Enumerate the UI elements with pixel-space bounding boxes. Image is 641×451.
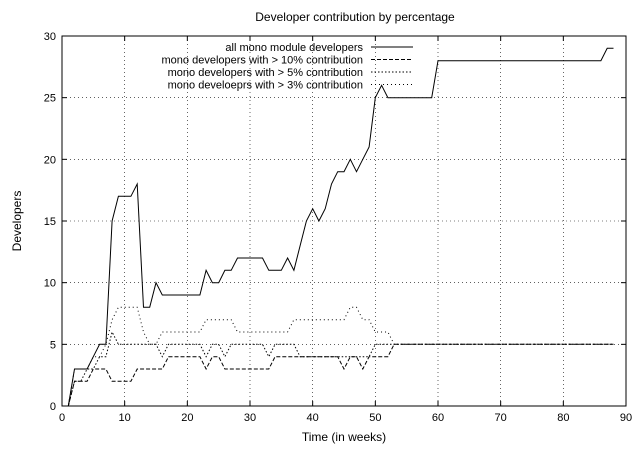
series-line-3 (62, 330, 614, 407)
series-lines (62, 47, 614, 407)
series-line-2 (62, 343, 614, 407)
x-axis-title: Time (in weeks) (302, 430, 386, 444)
y-tick-label: 20 (44, 154, 56, 166)
chart-title: Developer contribution by percentage (255, 10, 455, 24)
grid (62, 36, 626, 406)
x-tick-label: 30 (244, 412, 256, 424)
x-tick-label: 60 (432, 412, 444, 424)
y-tick-label: 30 (44, 31, 56, 43)
legend-label-3: mono developers with > 5% contribution (168, 67, 363, 79)
series-line-4 (62, 306, 614, 407)
x-tick-label: 50 (369, 412, 381, 424)
x-tick-label: 0 (59, 412, 65, 424)
y-axis-title: Developers (10, 191, 24, 252)
x-tick-label: 70 (495, 412, 507, 424)
legend-label-2: mono developers with > 10% contribution (162, 55, 363, 67)
x-tick-label: 20 (181, 412, 193, 424)
series-line-1 (62, 47, 614, 407)
y-tick-label: 25 (44, 93, 56, 105)
y-tick-label: 15 (44, 216, 56, 228)
y-tick-label: 0 (50, 401, 56, 413)
x-tick-label: 10 (119, 412, 131, 424)
x-tick-label: 80 (557, 412, 569, 424)
y-tick-label: 10 (44, 278, 56, 290)
axis-ticks: 0 10 20 30 40 50 60 70 80 90 0 5 10 15 20 25 30 (44, 31, 632, 424)
legend-label-4: mono develoeprs with > 3% contribution (168, 80, 363, 92)
y-tick-label: 5 (50, 339, 56, 351)
legend-label-1: all mono module developers (225, 42, 363, 54)
x-tick-label: 40 (307, 412, 319, 424)
x-tick-label: 90 (620, 412, 632, 424)
